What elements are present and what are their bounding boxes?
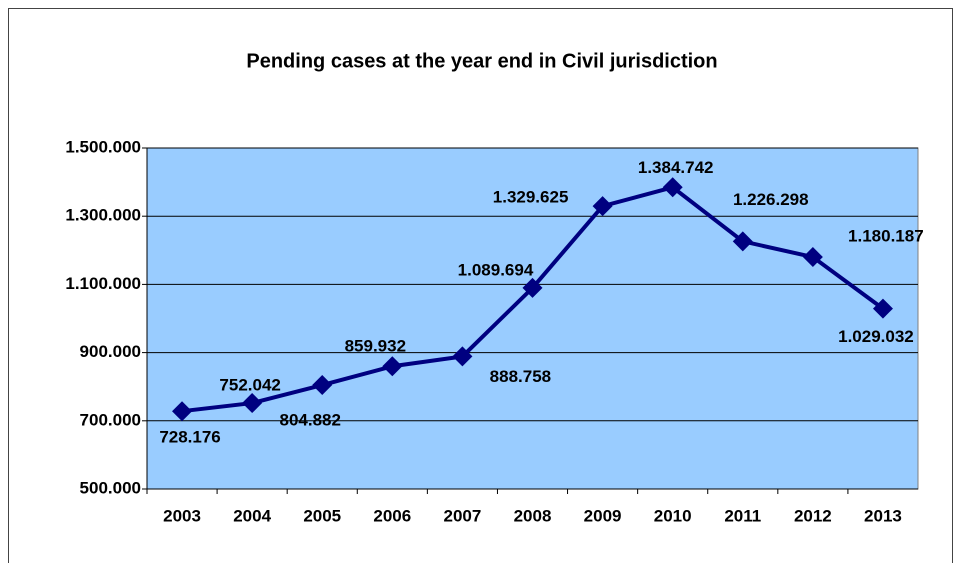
x-tick-label: 2003	[163, 506, 201, 525]
x-tick-label: 2008	[514, 506, 552, 525]
marker	[732, 231, 753, 252]
data-label: 752.042	[219, 376, 280, 395]
x-tick-label: 2007	[443, 506, 481, 525]
x-tick-label: 2005	[303, 506, 341, 525]
y-tick-label: 500.000	[80, 478, 141, 497]
data-label: 728.176	[159, 428, 220, 447]
marker	[662, 177, 683, 198]
data-label: 804.882	[280, 411, 341, 430]
data-label: 1.384.742	[638, 158, 714, 177]
marker	[802, 247, 823, 268]
x-tick-label: 2006	[373, 506, 411, 525]
chart-frame	[8, 8, 953, 563]
marker	[452, 346, 473, 367]
marker	[872, 298, 893, 319]
x-tick-label: 2011	[724, 506, 761, 525]
marker	[172, 401, 193, 422]
y-tick-label: 1.100.000	[65, 274, 141, 293]
x-tick-label: 2012	[794, 506, 832, 525]
marker	[382, 356, 403, 377]
data-label: 1.180.187	[848, 227, 924, 246]
marker	[592, 196, 613, 217]
y-tick-label: 1.300.000	[65, 206, 141, 225]
x-tick-label: 2013	[864, 506, 902, 525]
data-label: 1.226.298	[733, 190, 809, 209]
x-tick-label: 2004	[233, 506, 271, 525]
data-label: 1.089.694	[458, 260, 534, 279]
x-tick-label: 2009	[584, 506, 622, 525]
data-label: 888.758	[490, 367, 551, 386]
x-tick-label: 2010	[654, 506, 692, 525]
marker	[522, 277, 543, 298]
data-label: 1.329.625	[493, 188, 569, 207]
y-tick-label: 1.500.000	[65, 137, 141, 156]
data-label: 859.932	[345, 337, 406, 356]
marker	[242, 393, 263, 414]
y-tick-label: 900.000	[80, 342, 141, 361]
chart-title: Pending cases at the year end in Civil j…	[246, 50, 717, 72]
marker	[312, 375, 333, 396]
data-label: 1.029.032	[838, 327, 914, 346]
y-tick-label: 700.000	[80, 410, 141, 429]
